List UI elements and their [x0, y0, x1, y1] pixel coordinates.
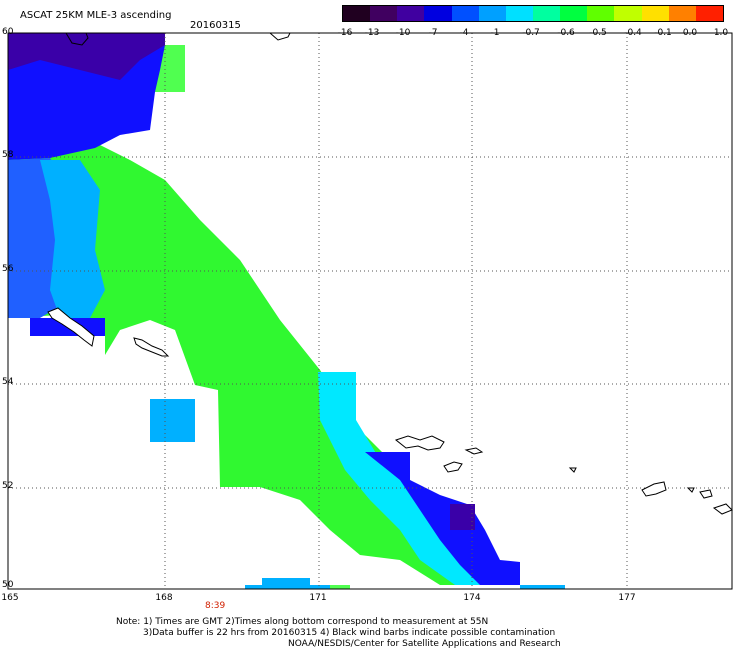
- swath-region-3: [155, 45, 185, 92]
- color-swatch-5: [478, 6, 506, 21]
- swath-region-7: [150, 399, 195, 442]
- attu-island: [394, 435, 445, 451]
- rat-island: [712, 503, 733, 515]
- y-tick-58: 58: [2, 150, 14, 160]
- swath-region-14: [520, 585, 565, 589]
- y-tick-52: 52: [2, 481, 14, 491]
- color-swatch-13: [695, 6, 723, 21]
- swath-region-5: [40, 160, 105, 318]
- swath-region-1: [8, 33, 185, 160]
- color-swatch-11: [641, 6, 669, 21]
- small-island-2: [686, 487, 695, 493]
- y-tick-54: 54: [2, 377, 14, 387]
- x-tick-165: 165: [1, 593, 19, 603]
- x-tick-177: 177: [618, 593, 636, 603]
- swath-region-9: [365, 452, 520, 585]
- kiska-island: [641, 481, 667, 497]
- swath-region-2: [8, 33, 165, 80]
- coastlines: [47, 32, 733, 515]
- y-tick-60: 60: [2, 27, 14, 37]
- note-line-1: Note: 1) Times are GMT 2)Times along bot…: [116, 617, 489, 627]
- color-scale-bar: [342, 5, 724, 22]
- x-tick-174: 174: [463, 593, 481, 603]
- medny-island: [133, 337, 170, 357]
- color-swatch-4: [451, 6, 479, 21]
- wind-swath: [8, 33, 565, 589]
- color-swatch-7: [532, 6, 561, 21]
- swath-region-13: [330, 585, 350, 589]
- color-swatch-10: [614, 6, 642, 21]
- y-tick-56: 56: [2, 264, 14, 274]
- kamchatka-coast: [65, 32, 89, 46]
- x-tick-171: 171: [309, 593, 327, 603]
- orbit-time: 8:39: [205, 601, 226, 611]
- bering-island: [47, 307, 95, 347]
- color-swatch-3: [424, 6, 452, 21]
- island-coast: [269, 32, 291, 41]
- map-frame: [7, 32, 733, 590]
- agattu-island: [443, 461, 463, 473]
- lat-lon-grid: [8, 33, 732, 589]
- color-swatch-8: [560, 6, 588, 21]
- swath-region-12: [245, 585, 330, 589]
- map-title: ASCAT 25KM MLE-3 ascending: [20, 10, 172, 21]
- map-date: 20160315: [190, 20, 241, 31]
- wind-map: [7, 32, 733, 590]
- semichi-island: [464, 447, 484, 455]
- note-line-3: NOAA/NESDIS/Center for Satellite Applica…: [288, 639, 561, 649]
- color-swatch-1: [370, 6, 398, 21]
- note-line-2: 3)Data buffer is 22 hrs from 20160315 4)…: [143, 628, 556, 638]
- color-swatch-2: [397, 6, 425, 21]
- color-swatch-0: [343, 6, 371, 21]
- color-swatch-6: [505, 6, 533, 21]
- color-swatch-12: [668, 6, 696, 21]
- swath-region-10: [450, 504, 475, 530]
- x-tick-168: 168: [155, 593, 173, 603]
- y-tick-50: 50: [2, 580, 14, 590]
- small-island-1: [568, 467, 577, 473]
- color-swatch-9: [587, 6, 615, 21]
- small-island-3: [699, 489, 713, 499]
